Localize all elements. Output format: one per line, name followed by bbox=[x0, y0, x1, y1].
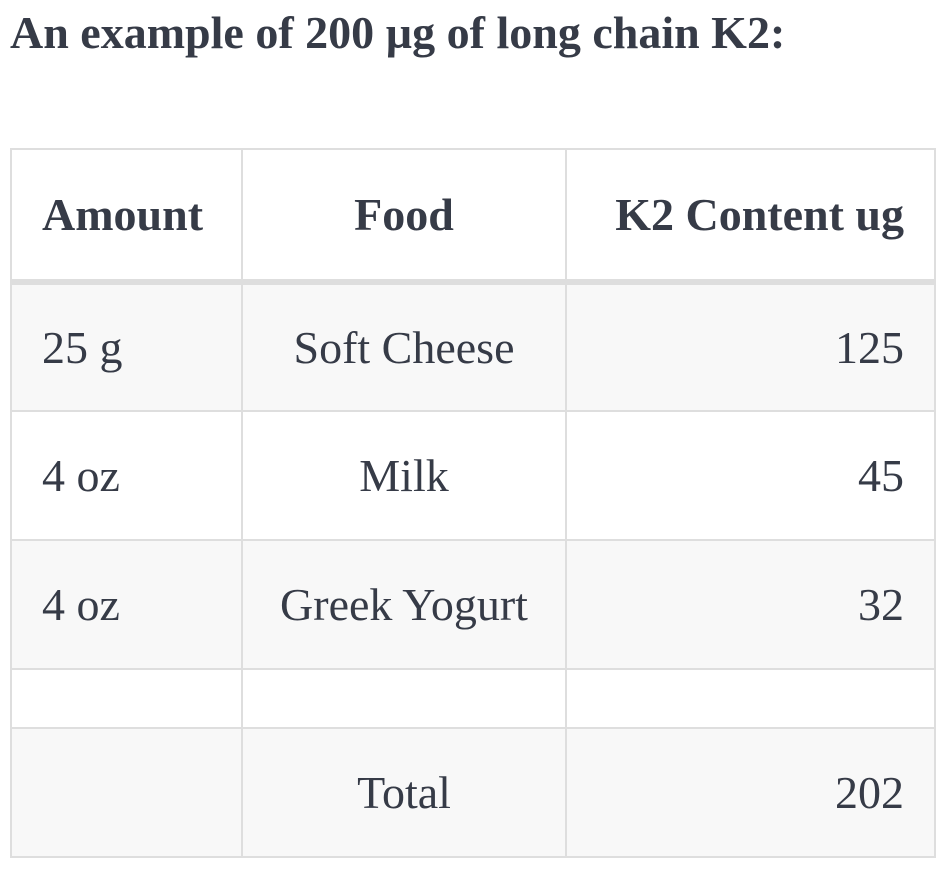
cell-k2-content: 125 bbox=[565, 281, 936, 412]
cell-total-value: 202 bbox=[565, 727, 936, 858]
table-row: 4 oz Greek Yogurt 32 bbox=[10, 539, 936, 670]
header-k2-content: K2 Content ug bbox=[565, 148, 936, 285]
k2-content-table: Amount Food K2 Content ug 25 g Soft Chee… bbox=[10, 148, 936, 858]
cell-k2-content bbox=[565, 668, 936, 729]
table-row-total: Total 202 bbox=[10, 727, 936, 858]
cell-food: Soft Cheese bbox=[241, 281, 567, 412]
cell-amount bbox=[10, 727, 243, 858]
cell-food bbox=[241, 668, 567, 729]
cell-amount bbox=[10, 668, 243, 729]
table-row: 4 oz Milk 45 bbox=[10, 410, 936, 541]
table-row: 25 g Soft Cheese 125 bbox=[10, 281, 936, 412]
header-food: Food bbox=[241, 148, 567, 285]
cell-food: Greek Yogurt bbox=[241, 539, 567, 670]
cell-amount: 25 g bbox=[10, 281, 243, 412]
page-heading: An example of 200 µg of long chain K2: bbox=[10, 7, 786, 58]
cell-amount: 4 oz bbox=[10, 410, 243, 541]
header-amount: Amount bbox=[10, 148, 243, 285]
cell-k2-content: 45 bbox=[565, 410, 936, 541]
cell-food: Milk bbox=[241, 410, 567, 541]
cell-k2-content: 32 bbox=[565, 539, 936, 670]
cell-amount: 4 oz bbox=[10, 539, 243, 670]
cell-total-label: Total bbox=[241, 727, 567, 858]
table-row-empty bbox=[10, 668, 936, 729]
table-header-row: Amount Food K2 Content ug bbox=[10, 148, 936, 285]
